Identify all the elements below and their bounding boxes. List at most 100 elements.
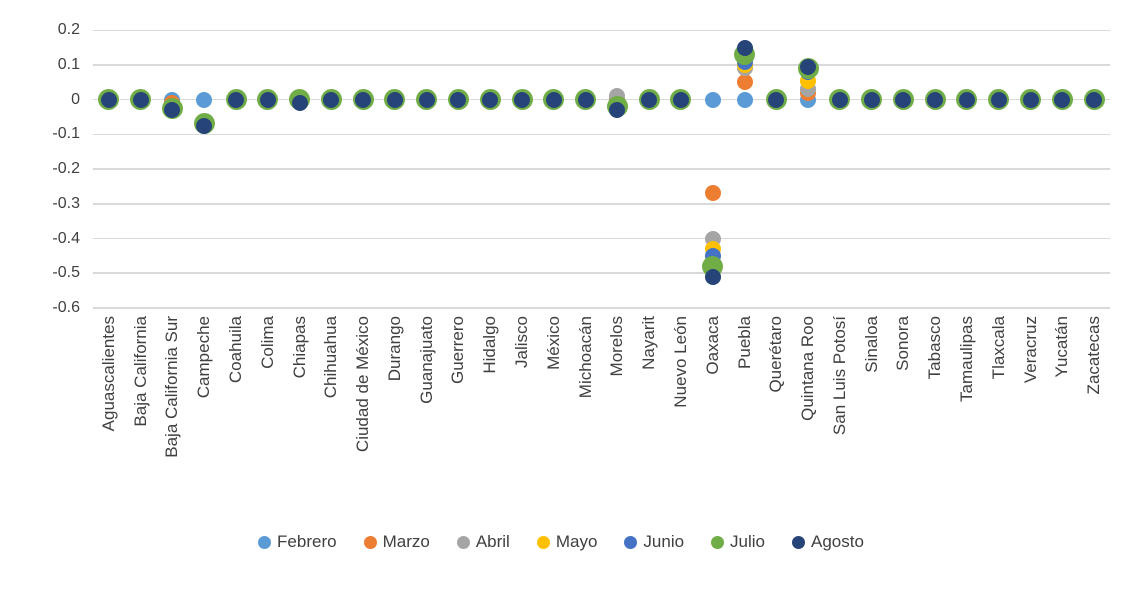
legend-item-julio: Julio [711,532,765,552]
point-agosto-puebla [736,39,753,56]
x-axis-label-chiapas: Chiapas [289,316,309,379]
point-agosto-campeche [196,117,213,134]
gridline-0.1 [93,64,1110,66]
point-agosto-coahuila [228,91,245,108]
legend-marker-icon [258,535,272,549]
y-axis-tick-label: -0.6 [52,298,80,316]
x-axis-label-guanajuato: Guanajuato [416,316,436,404]
legend-label: Mayo [555,532,598,551]
point-agosto-queretaro [768,91,785,108]
x-axis-label-baja-california-sur: Baja California Sur [162,316,182,458]
point-agosto-baja-california [132,91,149,108]
point-agosto-colima [259,91,276,108]
legend-marker-icon [711,535,725,549]
x-axis-label-tamaulipas: Tamaulipas [956,316,976,402]
legend-item-abril: Abril [456,532,510,552]
x-axis-label-coahuila: Coahuila [226,316,246,384]
point-agosto-tlaxcala [990,91,1007,108]
gridline--0.1 [93,133,1110,136]
point-agosto-jalisco [514,91,531,108]
legend-label: Junio [643,532,685,551]
point-agosto-sonora [895,91,912,108]
x-axis-label-nuevo-leon: Nuevo León [670,316,690,408]
legend-label: Febrero [277,532,337,551]
point-agosto-michoacan [577,91,594,108]
x-axis-label-hidalgo: Hidalgo [480,316,500,374]
x-axis-label-baja-california: Baja California [130,316,150,427]
y-axis-tick-label: -0.2 [52,160,80,178]
point-agosto-durango [386,91,403,108]
legend-item-febrero: Febrero [258,532,337,552]
x-axis-label-yucatan: Yucatán [1052,316,1072,378]
x-axis-label-guerrero: Guerrero [448,316,468,385]
gridline--0.3 [93,203,1110,205]
legend-label: Abril [475,532,510,551]
y-axis-tick-label: 0.2 [57,21,80,39]
legend-marker-icon [456,535,470,549]
x-axis-label-ciudad-de-mexico: Ciudad de México [353,316,373,453]
point-febrero-puebla [736,91,753,108]
y-axis-tick-label: 0 [71,90,80,108]
x-axis-label-veracruz: Veracruz [1020,316,1040,384]
x-axis-label-sinaloa: Sinaloa [861,316,881,373]
x-axis-label-chihuahua: Chihuahua [321,316,341,399]
chart-legend: Febrero Marzo Abril Mayo Junio Julio Agosto [0,532,1122,552]
x-axis-label-puebla: Puebla [734,316,754,369]
x-axis-label-durango: Durango [384,316,404,382]
point-agosto-mexico [545,91,562,108]
point-marzo-puebla [736,74,753,91]
gridline--0.4 [93,237,1110,240]
point-marzo-oaxaca [704,185,721,202]
y-axis-tick-label: 0.1 [57,56,80,73]
gridline-0.2 [93,29,1110,32]
point-febrero-oaxaca [704,91,721,108]
point-agosto-baja-california-sur [164,102,181,119]
point-agosto-oaxaca [704,268,721,285]
x-axis-label-tlaxcala: Tlaxcala [988,316,1008,380]
legend-label: Marzo [382,532,430,551]
point-agosto-hidalgo [482,91,499,108]
x-axis-label-zacatecas: Zacatecas [1084,316,1104,395]
point-agosto-guerrero [450,91,467,108]
x-axis-label-tabasco: Tabasco [925,316,945,380]
x-axis-label-oaxaca: Oaxaca [702,316,722,375]
legend-label: Julio [730,532,766,551]
x-axis-label-nayarit: Nayarit [639,316,659,370]
point-agosto-tabasco [927,91,944,108]
point-agosto-sinaloa [863,91,880,108]
x-axis-label-san-luis-potosi: San Luis Potosí [829,316,849,436]
x-axis-label-colima: Colima [257,316,277,369]
legend-marker-icon [624,535,638,549]
x-axis-label-quintana-roo: Quintana Roo [798,316,818,421]
point-agosto-ciudad-de-mexico [355,91,372,108]
point-agosto-veracruz [1022,91,1039,108]
point-agosto-guanajuato [418,91,435,108]
gridline--0.6 [93,307,1110,309]
y-axis-tick-label: -0.1 [52,125,80,143]
point-febrero-campeche [196,91,213,108]
legend-item-mayo: Mayo [536,532,598,552]
point-agosto-chihuahua [323,91,340,108]
point-agosto-yucatan [1054,91,1071,108]
legend-item-marzo: Marzo [363,532,430,552]
gridline--0.5 [93,272,1110,274]
x-axis-label-aguascalientes: Aguascalientes [98,316,118,432]
legend-marker-icon [792,535,806,549]
x-axis-label-mexico: México [543,316,563,370]
x-axis-label-morelos: Morelos [607,316,627,377]
legend-marker-icon [536,535,550,549]
legend-item-agosto: Agosto [792,532,864,552]
y-axis-tick-label: -0.4 [52,229,80,247]
gridline-0 [93,98,1110,101]
point-agosto-zacatecas [1086,91,1103,108]
point-agosto-nayarit [641,91,658,108]
x-axis-label-queretaro: Querétaro [766,316,786,393]
point-agosto-san-luis-potosi [831,91,848,108]
x-axis-label-campeche: Campeche [194,316,214,399]
legend-label: Agosto [811,532,864,551]
point-agosto-aguascalientes [100,91,117,108]
y-axis-tick-label: -0.5 [52,264,80,282]
point-agosto-quintana-roo [800,58,817,75]
point-agosto-chiapas [291,95,308,112]
